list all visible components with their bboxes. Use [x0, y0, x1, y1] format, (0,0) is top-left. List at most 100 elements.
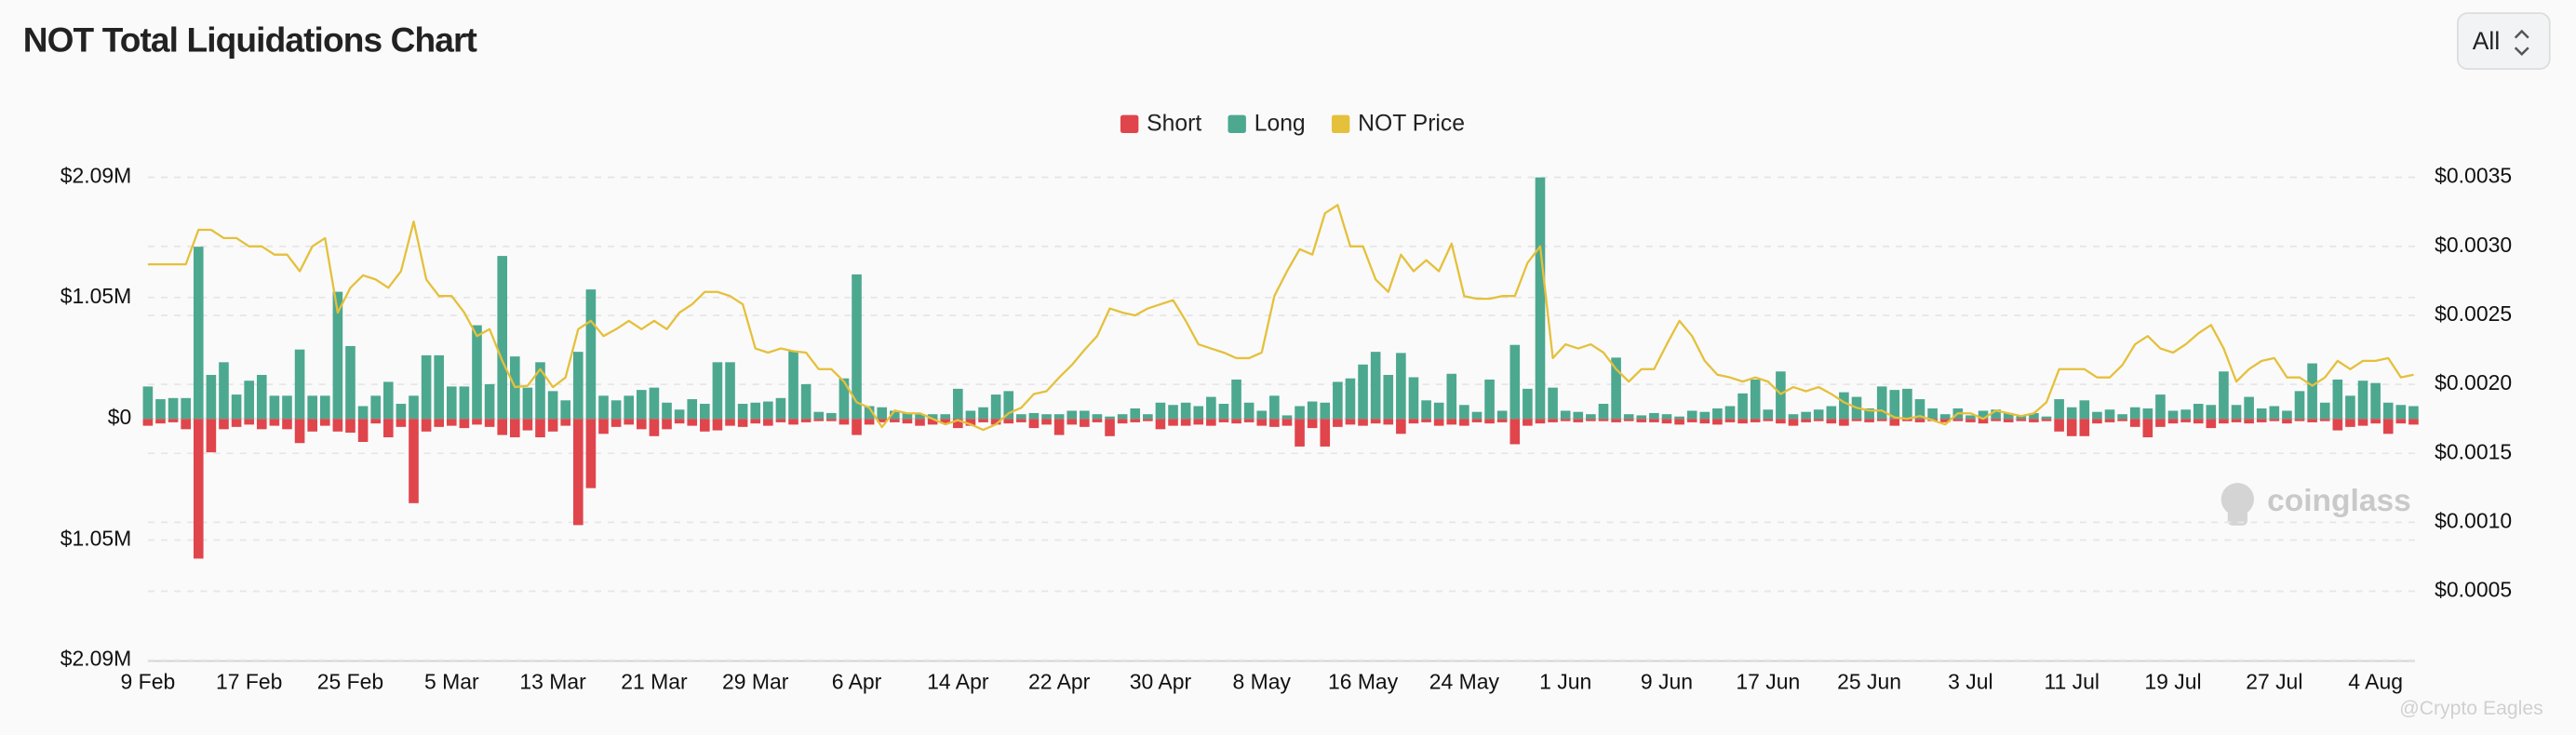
bar	[839, 419, 850, 425]
bar	[1649, 412, 1659, 420]
bar	[1408, 419, 1419, 424]
bar	[649, 387, 660, 420]
bar	[1143, 414, 1153, 420]
bar	[446, 386, 457, 420]
bar	[357, 406, 369, 420]
bar	[2167, 419, 2179, 424]
bar	[1256, 410, 1268, 420]
bar	[1016, 419, 1026, 422]
bar	[459, 419, 470, 429]
watermark-logo	[2220, 483, 2254, 526]
bar	[1776, 371, 1786, 420]
bar	[1345, 378, 1356, 420]
bar	[1028, 412, 1040, 420]
bar	[2307, 363, 2317, 420]
bar	[864, 406, 875, 420]
bar	[2180, 419, 2191, 422]
bar	[319, 419, 330, 426]
bar	[1067, 419, 1078, 425]
bar	[1053, 419, 1065, 435]
bar	[1130, 408, 1141, 420]
bar	[1724, 419, 1736, 422]
bar	[547, 419, 558, 432]
bar	[598, 395, 609, 420]
bar	[1433, 419, 1444, 426]
bar	[965, 419, 976, 426]
bar	[2117, 419, 2127, 421]
bar	[1876, 386, 1887, 420]
bar	[1966, 415, 1976, 420]
x-tick-label: 5 Mar	[424, 669, 479, 693]
bar	[2244, 396, 2254, 420]
bar	[1623, 414, 1634, 420]
bar	[2345, 419, 2355, 427]
bar	[1193, 406, 1204, 420]
bar	[370, 395, 381, 420]
bar	[1661, 419, 1672, 424]
bar	[2029, 419, 2039, 422]
chevron-icon	[2514, 29, 2529, 57]
bar	[2319, 419, 2330, 421]
bar	[2294, 419, 2305, 421]
bar	[396, 419, 407, 427]
y-tick-label: $1.05M	[60, 527, 132, 551]
bar	[1864, 419, 1874, 422]
range-button[interactable]	[2457, 12, 2551, 71]
bar	[1535, 419, 1546, 424]
bar	[750, 402, 761, 420]
bar	[181, 397, 191, 420]
bar	[1484, 419, 1495, 424]
bar	[573, 419, 584, 526]
bar	[1889, 390, 1900, 420]
bar	[763, 419, 773, 426]
y-tick-label: $2.09M	[60, 164, 132, 188]
x-tick-label: 9 Feb	[121, 669, 176, 693]
bar	[2382, 402, 2394, 420]
range-label[interactable]: All	[2473, 27, 2500, 55]
bar	[750, 419, 761, 424]
x-tick-label: 8 May	[1233, 669, 1292, 693]
bar	[1978, 419, 1989, 424]
bar	[610, 400, 622, 420]
bar	[1206, 396, 1216, 420]
bar	[1598, 404, 1609, 420]
bar	[282, 419, 292, 430]
bar	[2193, 419, 2204, 424]
bar	[1864, 408, 1874, 420]
bar	[1699, 411, 1711, 420]
bar	[1636, 419, 1647, 422]
bar	[472, 325, 482, 420]
bar	[1333, 419, 1343, 427]
bar	[269, 419, 280, 426]
bar	[181, 419, 191, 430]
x-tick-label: 1 Jun	[1539, 669, 1591, 693]
range-selector[interactable]: All	[2457, 12, 2551, 71]
x-tick-label: 25 Feb	[317, 669, 383, 693]
bar	[877, 419, 888, 422]
bar	[2003, 419, 2014, 422]
chart-title: NOT Total Liquidations Chart	[23, 20, 477, 60]
bar	[2180, 409, 2191, 420]
bar	[396, 404, 407, 420]
bar	[1699, 419, 1711, 424]
bar	[2231, 405, 2242, 420]
bar	[1927, 408, 1938, 420]
bar	[1421, 419, 1431, 422]
bar-series	[142, 177, 2419, 420]
price-line	[147, 204, 2414, 432]
bar	[269, 395, 280, 420]
bar	[1269, 395, 1280, 420]
bar	[244, 419, 254, 425]
bar	[1180, 402, 1191, 420]
bar	[1370, 419, 1381, 424]
bar	[2357, 381, 2368, 420]
bar	[624, 395, 635, 420]
bar	[1041, 414, 1052, 420]
bar	[1358, 364, 1368, 420]
bar	[1991, 419, 2001, 421]
bar	[294, 419, 305, 444]
bar	[2155, 419, 2166, 427]
bar	[852, 419, 862, 435]
bar	[1117, 414, 1128, 420]
